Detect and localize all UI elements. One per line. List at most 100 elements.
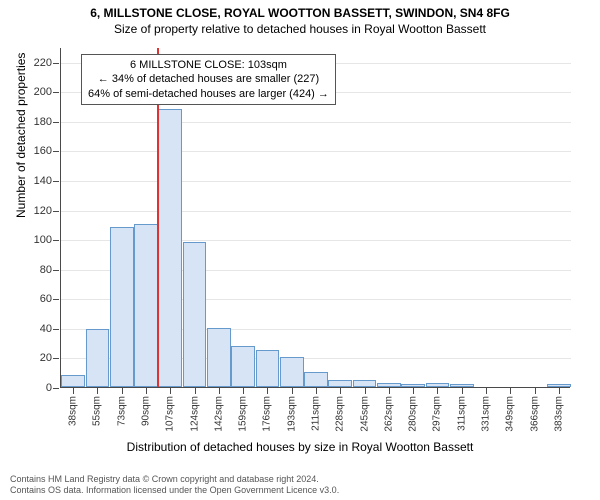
chart-container: 6, MILLSTONE CLOSE, ROYAL WOOTTON BASSET… xyxy=(0,0,600,500)
y-tick xyxy=(53,122,59,123)
histogram-bar xyxy=(304,372,328,387)
footer-line2: Contains OS data. Information licensed u… xyxy=(10,485,339,496)
x-tick-label: 73sqm xyxy=(116,396,127,426)
y-tick xyxy=(53,92,59,93)
annotation-line: 64% of semi-detached houses are larger (… xyxy=(88,87,329,101)
histogram-bar xyxy=(134,224,158,387)
x-tick-label: 193sqm xyxy=(286,396,297,432)
annotation-box: 6 MILLSTONE CLOSE: 103sqm← 34% of detach… xyxy=(81,54,336,105)
x-tick xyxy=(413,388,414,394)
x-tick xyxy=(486,388,487,394)
histogram-bar xyxy=(426,383,450,387)
x-tick xyxy=(535,388,536,394)
x-tick-label: 245sqm xyxy=(359,396,370,432)
histogram-bar xyxy=(158,109,182,387)
x-tick xyxy=(437,388,438,394)
gridline xyxy=(61,122,571,123)
x-tick-label: 55sqm xyxy=(92,396,103,426)
histogram-bar xyxy=(256,350,280,387)
x-tick-label: 228sqm xyxy=(335,396,346,432)
annotation-line: ← 34% of detached houses are smaller (22… xyxy=(88,72,329,86)
x-tick-label: 159sqm xyxy=(238,396,249,432)
x-tick xyxy=(97,388,98,394)
x-tick xyxy=(340,388,341,394)
x-tick xyxy=(170,388,171,394)
y-tick xyxy=(53,63,59,64)
histogram-bar xyxy=(86,329,110,387)
x-tick-label: 311sqm xyxy=(456,396,467,431)
y-tick-label: 200 xyxy=(22,86,52,98)
x-tick xyxy=(365,388,366,394)
x-tick-label: 211sqm xyxy=(311,396,322,431)
x-tick-label: 383sqm xyxy=(553,396,564,432)
title-sub: Size of property relative to detached ho… xyxy=(0,22,600,36)
x-tick xyxy=(243,388,244,394)
x-tick xyxy=(510,388,511,394)
x-tick xyxy=(219,388,220,394)
plot-region: 02040608010012014016018020022038sqm55sqm… xyxy=(60,48,570,388)
y-tick xyxy=(53,211,59,212)
x-tick xyxy=(462,388,463,394)
title-main: 6, MILLSTONE CLOSE, ROYAL WOOTTON BASSET… xyxy=(0,6,600,20)
x-axis-label: Distribution of detached houses by size … xyxy=(0,440,600,454)
y-axis-label: Number of detached properties xyxy=(14,53,28,218)
x-tick xyxy=(195,388,196,394)
histogram-bar xyxy=(450,384,474,387)
histogram-bar xyxy=(353,380,377,387)
y-tick xyxy=(53,181,59,182)
footer-line1: Contains HM Land Registry data © Crown c… xyxy=(10,474,339,485)
annotation-line: 6 MILLSTONE CLOSE: 103sqm xyxy=(88,58,329,72)
histogram-bar xyxy=(401,384,425,387)
y-tick-label: 180 xyxy=(22,116,52,128)
y-tick-label: 60 xyxy=(22,293,52,305)
y-tick xyxy=(53,299,59,300)
y-tick-label: 0 xyxy=(22,382,52,394)
gridline xyxy=(61,181,571,182)
gridline xyxy=(61,151,571,152)
histogram-bar xyxy=(183,242,207,387)
title-block: 6, MILLSTONE CLOSE, ROYAL WOOTTON BASSET… xyxy=(0,0,600,36)
x-tick xyxy=(146,388,147,394)
x-tick xyxy=(73,388,74,394)
y-tick-label: 40 xyxy=(22,323,52,335)
x-tick-label: 331sqm xyxy=(481,396,492,432)
y-tick-label: 160 xyxy=(22,145,52,157)
y-tick-label: 140 xyxy=(22,175,52,187)
x-tick-label: 349sqm xyxy=(505,396,516,432)
x-tick-label: 107sqm xyxy=(165,396,176,432)
y-tick-label: 120 xyxy=(22,205,52,217)
y-tick xyxy=(53,388,59,389)
y-tick-label: 100 xyxy=(22,234,52,246)
x-tick-label: 142sqm xyxy=(213,396,224,432)
y-tick-label: 80 xyxy=(22,264,52,276)
x-tick-label: 262sqm xyxy=(383,396,394,432)
x-tick-label: 90sqm xyxy=(141,396,152,426)
x-tick xyxy=(316,388,317,394)
gridline xyxy=(61,211,571,212)
histogram-bar xyxy=(547,384,571,387)
y-tick xyxy=(53,151,59,152)
x-tick-label: 176sqm xyxy=(262,396,273,432)
y-tick-label: 20 xyxy=(22,352,52,364)
x-tick-label: 297sqm xyxy=(432,396,443,432)
histogram-bar xyxy=(110,227,134,387)
x-tick xyxy=(292,388,293,394)
plot-area: 02040608010012014016018020022038sqm55sqm… xyxy=(60,48,570,388)
histogram-bar xyxy=(61,375,85,387)
x-tick xyxy=(267,388,268,394)
histogram-bar xyxy=(207,328,231,387)
x-tick xyxy=(122,388,123,394)
x-tick xyxy=(389,388,390,394)
y-tick xyxy=(53,329,59,330)
histogram-bar xyxy=(377,383,401,387)
y-tick xyxy=(53,240,59,241)
x-tick-label: 366sqm xyxy=(529,396,540,432)
x-tick-label: 38sqm xyxy=(68,396,79,426)
x-tick-label: 124sqm xyxy=(189,396,200,432)
y-tick-label: 220 xyxy=(22,57,52,69)
y-tick xyxy=(53,270,59,271)
histogram-bar xyxy=(328,380,352,387)
histogram-bar xyxy=(280,357,304,387)
x-tick-label: 280sqm xyxy=(408,396,419,432)
x-tick xyxy=(559,388,560,394)
